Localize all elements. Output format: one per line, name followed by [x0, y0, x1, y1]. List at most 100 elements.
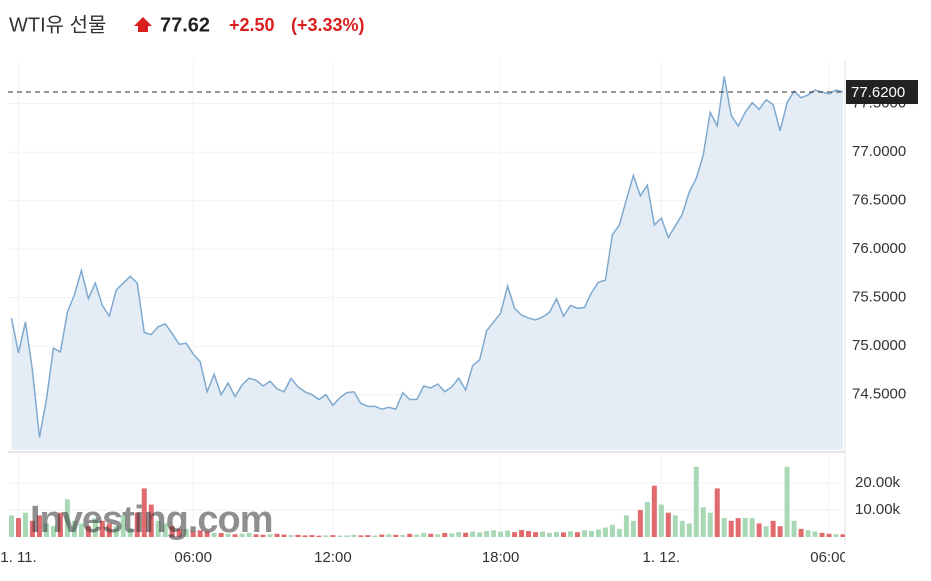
volume-bar	[407, 533, 413, 537]
volume-bar	[316, 535, 322, 537]
volume-bar	[225, 533, 231, 537]
volume-bar	[749, 518, 755, 537]
volume-bar	[456, 532, 462, 537]
volume-bar	[57, 512, 63, 537]
volume-bar	[554, 531, 560, 537]
volume-bar	[43, 523, 49, 537]
volume-bar	[183, 528, 189, 537]
volume-tick-label: 20.00k	[855, 474, 901, 491]
volume-bar	[365, 535, 371, 537]
volume-bar	[330, 535, 336, 537]
volume-bar	[169, 526, 175, 537]
volume-bar	[253, 534, 259, 537]
volume-bar	[826, 533, 832, 537]
volume-bar	[22, 512, 28, 537]
volume-bar	[588, 531, 594, 537]
volume-bar	[561, 532, 567, 537]
volume-bar	[505, 530, 511, 537]
volume-bar	[99, 520, 105, 537]
volume-bar	[672, 515, 678, 537]
volume-bar	[679, 520, 685, 537]
last-price-label: 77.6200	[851, 84, 905, 101]
volume-bar	[742, 518, 748, 537]
volume-bar	[344, 535, 350, 537]
volume-bar	[763, 526, 769, 537]
y-tick-label: 76.5000	[852, 192, 906, 209]
volume-bar	[567, 531, 573, 537]
volume-bar	[400, 535, 406, 537]
volume-bar	[246, 532, 252, 537]
volume-bar	[686, 523, 692, 537]
volume-bar	[197, 530, 203, 537]
volume-bar	[463, 532, 469, 537]
volume-bar	[756, 523, 762, 537]
plot-area: 1. 11. 06:00 12:00 18:00 1. 12. 06:00 Investin…	[0, 60, 848, 566]
volume-bar	[204, 531, 210, 537]
volume-bar	[435, 534, 441, 537]
x-tick-label: 06:00	[810, 549, 848, 566]
volume-bar	[791, 520, 797, 537]
volume-bar	[777, 526, 783, 537]
volume-bar	[148, 504, 154, 537]
price-area	[11, 76, 844, 450]
watermark: Investing.com	[30, 499, 273, 541]
volume-bar	[393, 534, 399, 537]
volume-bar	[595, 529, 601, 537]
volume-bar	[574, 532, 580, 537]
volume-bar	[442, 532, 448, 537]
volume-bar	[616, 528, 622, 537]
volume-bar	[414, 534, 420, 537]
volume-bar	[113, 526, 119, 537]
x-tick-label: 1. 12.	[643, 549, 681, 566]
volume-bar	[232, 534, 238, 537]
volume-bar	[239, 533, 245, 537]
volume-bar	[8, 515, 14, 537]
volume-bar	[735, 518, 741, 537]
volume-bar	[700, 507, 706, 537]
volume-bar	[281, 534, 287, 537]
volume-bar	[50, 526, 56, 537]
volume-bar	[644, 501, 650, 537]
volume-bar	[386, 534, 392, 537]
volume-bar	[358, 535, 364, 537]
volume-bar	[351, 534, 357, 537]
volume-bar	[428, 533, 434, 537]
volume-bar	[484, 531, 490, 537]
change-percent: (+3.33%)	[291, 15, 365, 35]
x-tick-label: 1. 11.	[0, 549, 36, 566]
change: +2.50	[229, 15, 275, 35]
volume-bar	[784, 466, 790, 537]
y-tick-label: 75.0000	[852, 337, 906, 354]
price-line	[10, 76, 844, 438]
volume-bar	[267, 534, 273, 537]
volume-bar	[295, 534, 301, 537]
volume-bar	[78, 523, 84, 537]
volume-bar	[470, 531, 476, 537]
volume-bar	[288, 535, 294, 537]
volume-bar	[833, 534, 839, 537]
volume-bar	[805, 530, 811, 537]
volume-bar	[491, 530, 497, 537]
y-tick-label: 76.0000	[852, 240, 906, 257]
volume-bar	[519, 529, 525, 537]
price: 77.62	[160, 14, 210, 36]
volume-bar	[477, 532, 483, 537]
volume-bar	[630, 520, 636, 537]
volume-bar	[29, 520, 35, 537]
volume-bar	[665, 512, 671, 537]
volume-bar	[85, 526, 91, 537]
volume-bar	[155, 520, 161, 537]
x-tick-label: 12:00	[314, 549, 352, 566]
x-tick-label: 06:00	[174, 549, 212, 566]
volume-bar	[812, 531, 818, 537]
volume-bar	[309, 535, 315, 537]
x-tick-label: 18:00	[482, 549, 520, 566]
last-price-box	[846, 80, 918, 105]
volume-bar	[260, 534, 266, 537]
volume-bar	[658, 504, 664, 537]
volume-bar	[302, 535, 308, 537]
chart-title: WTI유 선물	[9, 13, 106, 36]
volume-bar	[71, 520, 77, 537]
volume-bar	[127, 528, 133, 537]
